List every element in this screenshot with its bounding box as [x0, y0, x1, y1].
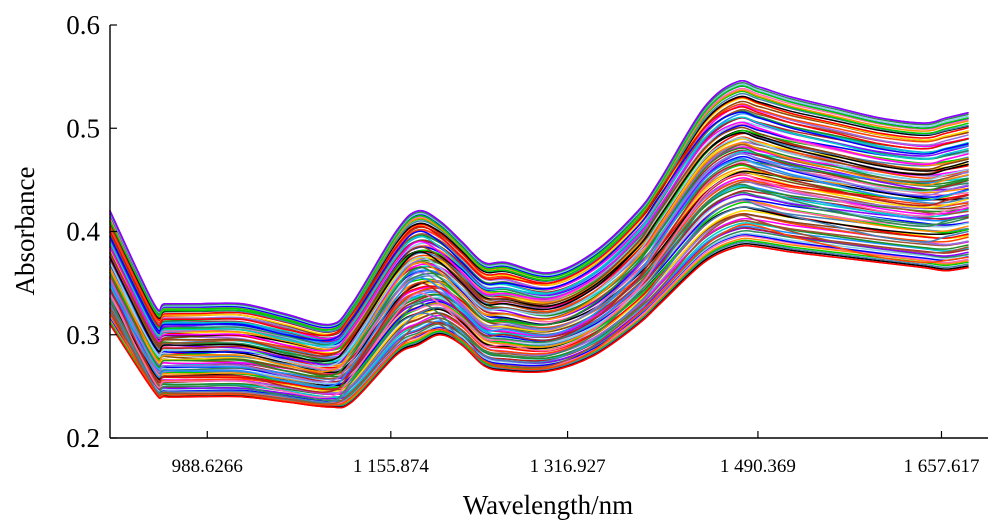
spectrum-series-16 — [109, 199, 969, 403]
spectrum-line — [109, 152, 969, 366]
x-tick-label: 1 155.874 — [353, 456, 430, 477]
y-ticks: 0.2 0.3 0.4 0.5 0.6 — [66, 10, 117, 453]
spectrum-series-18 — [109, 223, 969, 406]
y-tick-label: 0.2 — [66, 423, 100, 453]
x-ticks: 988.6266 1 155.874 1 316.927 1 490.369 1 657… — [172, 431, 979, 477]
y-tick-label: 0.4 — [66, 217, 100, 247]
spectrum-series-12 — [109, 157, 969, 388]
x-tick-label: 1 657.617 — [903, 456, 979, 477]
x-tick-label: 1 490.369 — [720, 456, 796, 477]
spectrum-line — [109, 242, 969, 408]
spectrum-series-5 — [109, 121, 969, 352]
spectrum-series-6 — [109, 126, 969, 357]
spectrum-series-11 — [109, 152, 969, 383]
spectrum-series-7 — [109, 132, 969, 362]
spectrum-series-19 — [109, 244, 969, 409]
spectrum-line — [109, 90, 969, 331]
spectrum-series-9 — [109, 142, 969, 373]
y-tick-label: 0.5 — [66, 113, 100, 143]
spectrum-series-2 — [109, 106, 969, 337]
spectrum-series-13 — [109, 162, 969, 393]
y-axis-title: Absorbance — [10, 167, 40, 296]
spectrum-series-8 — [109, 137, 969, 368]
y-tick-label: 0.6 — [66, 10, 100, 40]
spectrum-line — [109, 219, 969, 396]
spectrum-series-1 — [109, 85, 969, 331]
y-tick-label: 0.3 — [66, 320, 100, 350]
x-axis-title: Wavelength/nm — [463, 490, 633, 520]
x-tick-label: 1 316.927 — [530, 456, 606, 477]
spectrum-line — [109, 81, 969, 327]
spectrum-line — [109, 83, 969, 328]
spectrum-series-10 — [109, 147, 969, 378]
spectrum-series-14 — [109, 173, 969, 399]
series-layer — [109, 80, 969, 409]
spectrum-line — [109, 191, 969, 380]
spectrum-line — [109, 96, 969, 333]
spectrum-series-4 — [109, 116, 969, 347]
spectrum-series-15 — [109, 183, 969, 404]
spectrum-line — [109, 233, 969, 403]
spectrum-line — [109, 110, 969, 341]
spectrum-series-3 — [109, 111, 969, 342]
spectrum-series-0 — [109, 80, 969, 326]
spectrum-line — [109, 103, 969, 337]
x-tick-label: 988.6266 — [172, 456, 243, 477]
spectrum-line — [109, 212, 969, 391]
spectrum-series-17 — [109, 214, 969, 405]
spectrum-line — [109, 163, 969, 371]
